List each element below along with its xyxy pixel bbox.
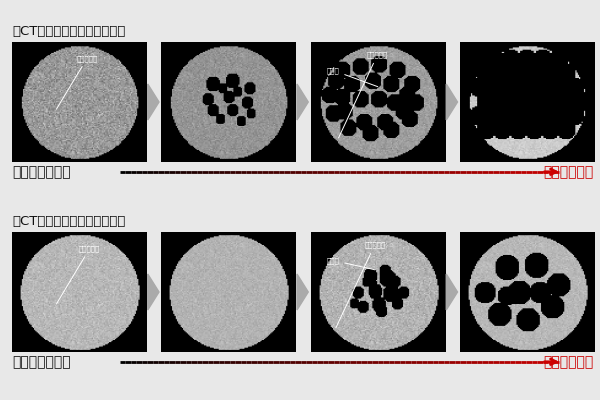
Text: ゴムの断面: ゴムの断面 [336, 242, 385, 328]
Polygon shape [148, 274, 159, 310]
Polygon shape [297, 84, 308, 120]
Text: ゴムの断面: ゴムの断面 [338, 51, 388, 138]
Polygon shape [148, 84, 159, 120]
Text: 伸長応力　なし: 伸長応力 なし [12, 355, 71, 369]
Text: ボイド: ボイド [326, 67, 378, 87]
Polygon shape [446, 274, 458, 310]
Text: 伸長応力　大: 伸長応力 大 [544, 355, 594, 369]
Text: 伸長応力　大: 伸長応力 大 [544, 165, 594, 179]
Text: ボイド: ボイド [326, 257, 375, 270]
Text: 伸長応力　なし: 伸長応力 なし [12, 165, 71, 179]
Polygon shape [446, 84, 458, 120]
Polygon shape [297, 274, 308, 310]
Text: ゴムの断面: ゴムの断面 [56, 245, 100, 304]
Text: ゴムの断面: ゴムの断面 [56, 55, 98, 109]
Text: ＜CTによるゴムの破壊観察＞: ＜CTによるゴムの破壊観察＞ [12, 215, 125, 228]
Text: ＜CTによるゴムの破壊観察＞: ＜CTによるゴムの破壊観察＞ [12, 25, 125, 38]
